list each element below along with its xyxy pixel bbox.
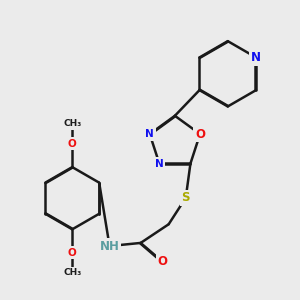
Text: O: O [195, 128, 205, 141]
Text: O: O [158, 255, 167, 268]
Text: S: S [182, 191, 190, 204]
Text: NH: NH [100, 239, 119, 253]
Text: O: O [68, 248, 76, 258]
Text: CH₃: CH₃ [63, 268, 81, 278]
Text: N: N [146, 129, 154, 139]
Text: CH₃: CH₃ [63, 119, 81, 128]
Text: N: N [155, 159, 164, 169]
Text: N: N [251, 51, 261, 64]
Text: O: O [68, 139, 76, 149]
